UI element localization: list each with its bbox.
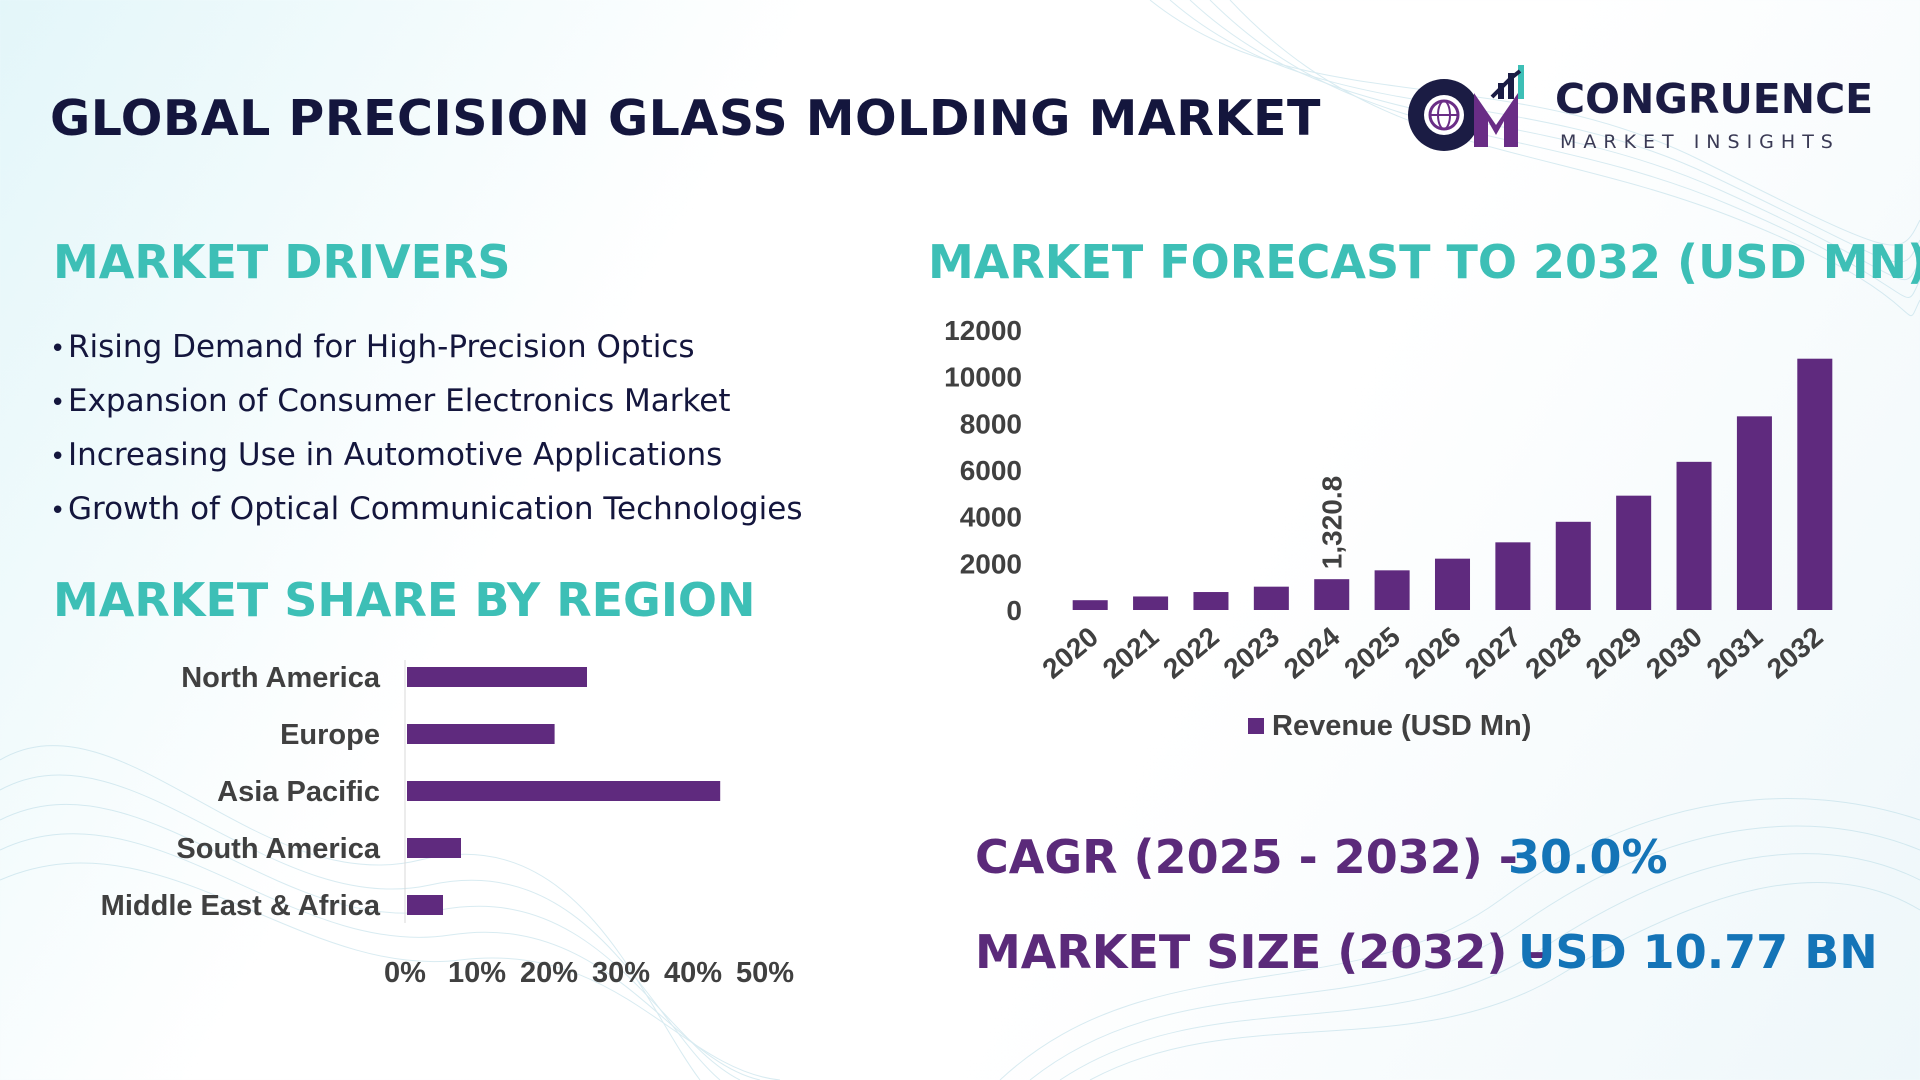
market-size-value: USD 10.77 BN [1518, 925, 1878, 979]
market-drivers-title: MARKET DRIVERS [53, 235, 511, 289]
market-share-title: MARKET SHARE BY REGION [53, 573, 756, 627]
x-tick-label: 50% [736, 957, 794, 989]
forecast-chart: 0200040006000800010000120002020202120222… [920, 300, 1920, 770]
market-forecast-title: MARKET FORECAST TO 2032 (USD MN) [928, 235, 1920, 289]
market-size-label: MARKET SIZE (2032) – [975, 925, 1546, 979]
driver-text: Rising Demand for High-Precision Optics [68, 329, 695, 365]
bar-2025 [1375, 570, 1410, 610]
bar-2026 [1435, 559, 1470, 610]
bar-2023 [1254, 587, 1289, 610]
x-tick-label: 2027 [1459, 621, 1527, 685]
y-tick-label: 0 [1006, 595, 1022, 626]
company-logo: CONGRUENCE MARKET INSIGHTS [1400, 55, 1880, 165]
bar-2024 [1314, 579, 1349, 610]
bar-Europe [407, 724, 555, 744]
logo-mark-icon [1400, 55, 1550, 165]
x-tick-label: 2028 [1519, 621, 1587, 685]
bar-2020 [1073, 600, 1108, 610]
bullet-icon: • [50, 322, 68, 376]
bullet-icon: • [50, 430, 68, 484]
x-tick-label: 2032 [1761, 621, 1829, 685]
list-item: •Expansion of Consumer Electronics Marke… [50, 374, 802, 428]
category-label: Asia Pacific [217, 776, 380, 808]
region-share-chart: North America Europe Asia Pacific South Ame… [50, 640, 840, 1000]
bar-Middle East & Africa [407, 895, 443, 915]
bar-2032 [1797, 359, 1832, 610]
bar-Asia Pacific [407, 781, 720, 801]
x-tick-label: 2023 [1218, 621, 1286, 685]
x-tick-label: 30% [592, 957, 650, 989]
list-item: •Growth of Optical Communication Technol… [50, 482, 802, 536]
bar-2028 [1556, 522, 1591, 610]
list-item: •Increasing Use in Automotive Applicatio… [50, 428, 802, 482]
x-tick-label: 2020 [1036, 621, 1104, 685]
x-tick-label: 2025 [1338, 621, 1406, 685]
bar-2031 [1737, 416, 1772, 610]
data-label: 1,320.8 [1317, 476, 1348, 569]
bar-2027 [1495, 542, 1530, 610]
bar-South America [407, 838, 461, 858]
logo-tagline: MARKET INSIGHTS [1560, 131, 1840, 153]
x-tick-label: 2029 [1580, 621, 1648, 685]
x-tick-label: 2031 [1701, 621, 1769, 685]
category-label: South America [176, 833, 380, 865]
page-title: GLOBAL PRECISION GLASS MOLDING MARKET [50, 90, 1321, 147]
drivers-list: •Rising Demand for High-Precision Optics… [50, 320, 802, 536]
y-tick-label: 4000 [960, 502, 1022, 533]
y-tick-label: 2000 [960, 548, 1022, 579]
category-label: North America [181, 662, 381, 694]
x-tick-label: 10% [448, 957, 506, 989]
bar-2030 [1677, 462, 1712, 610]
driver-text: Expansion of Consumer Electronics Market [68, 383, 731, 419]
x-tick-label: 0% [384, 957, 426, 989]
cagr-value: 30.0% [1508, 830, 1668, 884]
y-tick-label: 8000 [960, 408, 1022, 439]
bar-2029 [1616, 496, 1651, 610]
x-tick-label: 2030 [1640, 621, 1708, 685]
bullet-icon: • [50, 484, 68, 538]
y-tick-label: 6000 [960, 455, 1022, 486]
legend-label: Revenue (USD Mn) [1272, 710, 1531, 742]
driver-text: Growth of Optical Communication Technolo… [68, 491, 802, 527]
logo-name: CONGRUENCE [1555, 75, 1873, 123]
x-tick-label: 40% [664, 957, 722, 989]
category-label: Middle East & Africa [101, 890, 381, 922]
y-tick-label: 10000 [944, 362, 1022, 393]
x-tick-label: 2026 [1399, 621, 1467, 685]
bar-2022 [1193, 592, 1228, 610]
x-tick-label: 2024 [1278, 621, 1346, 685]
y-tick-label: 12000 [944, 315, 1022, 346]
cagr-label: CAGR (2025 - 2032) - [975, 830, 1518, 884]
bar-2021 [1133, 596, 1168, 610]
driver-text: Increasing Use in Automotive Application… [68, 437, 722, 473]
bullet-icon: • [50, 376, 68, 430]
x-tick-label: 2022 [1157, 621, 1225, 685]
list-item: •Rising Demand for High-Precision Optics [50, 320, 802, 374]
x-tick-label: 2021 [1097, 621, 1165, 685]
category-label: Europe [280, 719, 380, 751]
bar-North America [407, 667, 587, 687]
x-tick-label: 20% [520, 957, 578, 989]
legend-swatch [1248, 718, 1264, 734]
